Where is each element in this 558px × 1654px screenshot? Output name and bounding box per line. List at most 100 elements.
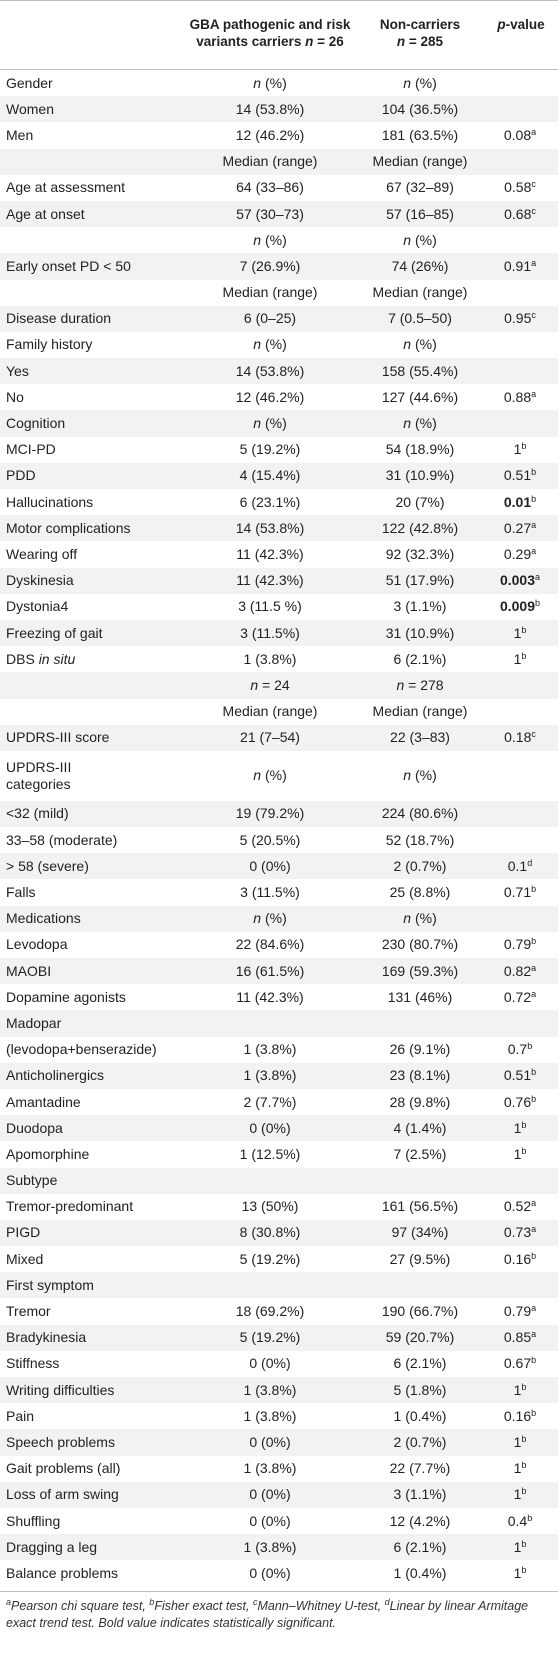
- pvalue: 0.7: [507, 1041, 528, 1058]
- cell-text: 12 (46.2%): [235, 126, 305, 143]
- table-row: PDD 4 (15.4%) 31 (10.9%) 0.51b: [0, 462, 558, 489]
- table-row: Men 12 (46.2%) 181 (63.5%) 0.08a: [0, 122, 558, 149]
- pvalue-test-marker: b: [531, 493, 537, 504]
- row-label: Tremor-predominant: [0, 1193, 184, 1220]
- noncarriers-cell: n (%): [356, 227, 484, 254]
- carriers-cell: 0 (0%): [184, 1429, 356, 1456]
- noncarriers-cell: n (%): [356, 410, 484, 437]
- row-label-text: Motor complications: [6, 519, 131, 536]
- noncarriers-cell: 2 (0.7%): [356, 1429, 484, 1456]
- pvalue-test-marker: b: [535, 598, 541, 609]
- carriers-cell: 5 (19.2%): [184, 436, 356, 463]
- noncarriers-cell: 169 (59.3%): [356, 958, 484, 985]
- cell-text: 97 (34%): [391, 1224, 449, 1241]
- pvalue: 1: [513, 1119, 522, 1136]
- cell-text: 57 (16–85): [386, 205, 454, 222]
- row-label-text: > 58 (severe): [6, 857, 89, 874]
- noncarriers-cell: 3 (1.1%): [356, 1481, 484, 1508]
- pvalue-cell: 0.7b: [484, 1036, 558, 1063]
- cell-text: 3 (11.5%): [240, 624, 300, 641]
- pvalue-cell: 0.16b: [484, 1246, 558, 1273]
- carriers-cell: 0 (0%): [184, 1481, 356, 1508]
- row-label: Gait problems (all): [0, 1455, 184, 1482]
- cell-text: (%): [261, 910, 287, 927]
- cell-text: 14 (53.8%): [235, 100, 305, 117]
- cell-text: (%): [411, 74, 437, 91]
- pvalue-test-marker: b: [531, 1355, 537, 1366]
- row-label-text: Gender: [6, 74, 53, 91]
- cell-text: 1 (12.5%): [239, 1145, 301, 1162]
- pvalue-test-marker: b: [521, 624, 527, 635]
- cell-text: 7 (2.5%): [393, 1145, 447, 1162]
- table-row: Dystonia4 3 (11.5 %) 3 (1.1%) 0.009b: [0, 593, 558, 620]
- cell-text: 54 (18.9%): [385, 441, 455, 458]
- table-row: First symptom: [0, 1272, 558, 1299]
- pvalue-significant: 0.009: [499, 598, 536, 615]
- cell-text: (%): [411, 415, 437, 432]
- row-label-text: Mixed: [6, 1250, 44, 1267]
- row-label: Falls: [0, 879, 184, 906]
- carriers-cell: 21 (7–54): [184, 724, 356, 751]
- carriers-cell: 22 (84.6%): [184, 931, 356, 958]
- noncarriers-cell: 181 (63.5%): [356, 122, 484, 149]
- pvalue-test-marker: c: [531, 729, 536, 740]
- row-label: Levodopa: [0, 931, 184, 958]
- cell-text: 21 (7–54): [240, 729, 300, 746]
- cell-text: 52 (18.7%): [385, 831, 455, 848]
- pvalue-cell: 0.003a: [484, 567, 558, 594]
- carriers-cell: 1 (12.5%): [184, 1141, 356, 1168]
- pvalue-test-marker: b: [521, 1119, 527, 1130]
- table-header: GBA pathogenic and risk variants carrier…: [0, 0, 558, 70]
- pvalue-cell: 1b: [484, 1429, 558, 1456]
- row-label-text: No: [6, 388, 24, 405]
- carriers-cell: Median (range): [184, 279, 356, 306]
- noncarriers-cell: n = 278: [356, 672, 484, 699]
- pvalue: 0.91: [503, 257, 532, 274]
- table-row: Tremor-predominant 13 (50%) 161 (56.5%) 0.5…: [0, 1193, 558, 1220]
- footnote-c-marker: c: [252, 1596, 258, 1607]
- row-label-text: PDD: [6, 467, 36, 484]
- carriers-cell: 5 (19.2%): [184, 1246, 356, 1273]
- cell-n-symbol: n: [403, 74, 412, 91]
- row-label-text: Age at assessment: [6, 179, 126, 196]
- table-footnote: aPearson chi square test, bFisher exact …: [0, 1590, 558, 1632]
- row-label: > 58 (severe): [0, 853, 184, 880]
- cell-text: 19 (79.2%): [235, 805, 305, 822]
- pvalue-cell: [484, 148, 558, 175]
- row-label: Amantadine: [0, 1088, 184, 1116]
- row-label-text: <32 (mild): [6, 805, 69, 822]
- noncarriers-cell: 12 (4.2%): [356, 1507, 484, 1535]
- cell-text: 3 (1.1%): [393, 1486, 447, 1503]
- cell-text: 1 (3.8%): [243, 1041, 297, 1058]
- noncarriers-cell: 1 (0.4%): [356, 1403, 484, 1430]
- cell-text: 1 (3.8%): [243, 1067, 297, 1084]
- row-label: Yes: [0, 358, 184, 385]
- table-row: 33–58 (moderate) 5 (20.5%) 52 (18.7%): [0, 827, 558, 854]
- row-label: Hallucinations: [0, 489, 184, 516]
- row-label: Women: [0, 96, 184, 123]
- cell-text: 6 (2.1%): [393, 650, 447, 667]
- pvalue-cell: 0.73a: [484, 1219, 558, 1247]
- table-row: n = 24 n = 278: [0, 672, 558, 699]
- pvalue-cell: [484, 672, 558, 699]
- pvalue: 1: [513, 441, 522, 458]
- pvalue: 0.58: [504, 179, 532, 196]
- table-row: Apomorphine 1 (12.5%) 7 (2.5%) 1b: [0, 1141, 558, 1168]
- row-label-text: Falls: [6, 884, 36, 901]
- carriers-cell: n = 24: [184, 672, 356, 699]
- pvalue-test-marker: d: [527, 857, 533, 868]
- cell-text: 1 (3.8%): [243, 650, 297, 667]
- pvalue: 0.1: [507, 857, 528, 874]
- cell-text: (%): [411, 231, 437, 248]
- cell-text: 6 (2.1%): [393, 1355, 447, 1372]
- carriers-cell: 12 (46.2%): [184, 384, 356, 411]
- pvalue-test-marker: b: [521, 1433, 527, 1444]
- table-row: MCI-PD 5 (19.2%) 54 (18.9%) 1b: [0, 436, 558, 463]
- row-label-text: Speech problems: [6, 1433, 115, 1450]
- row-label-text: Disease duration: [6, 310, 112, 327]
- row-label: [0, 698, 184, 725]
- pvalue-cell: 1b: [484, 1115, 558, 1142]
- row-label: 33–58 (moderate): [0, 827, 184, 854]
- row-label-text: Hallucinations: [6, 493, 94, 510]
